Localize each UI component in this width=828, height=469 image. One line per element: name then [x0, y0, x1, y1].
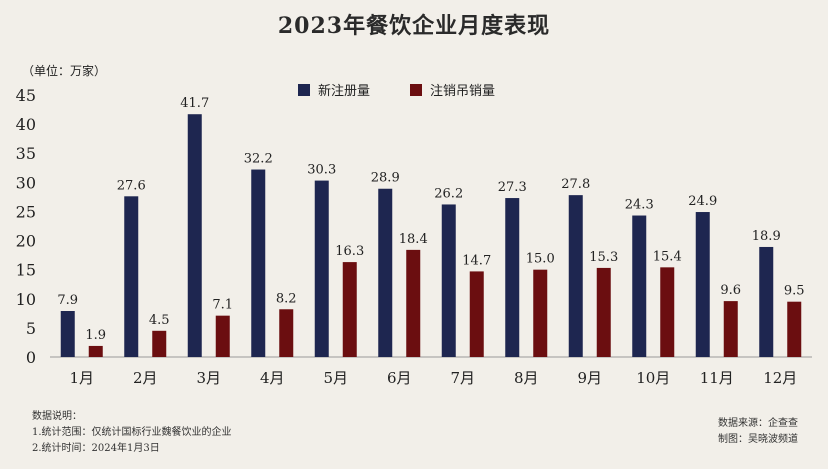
data-label-cancel-10: 15.4	[653, 249, 682, 264]
y-tick-label-4: 20	[16, 232, 36, 251]
data-label-cancel-8: 15.0	[526, 252, 555, 267]
bar-new-5	[314, 180, 329, 357]
data-label-cancel-11: 9.6	[720, 283, 741, 298]
bar-new-7	[441, 204, 456, 357]
data-label-new-12: 18.9	[752, 229, 781, 244]
x-tick-label-8: 8月	[514, 369, 539, 387]
data-label-cancel-5: 16.3	[335, 244, 364, 259]
bar-cancel-9	[596, 267, 611, 357]
data-label-new-6: 28.9	[371, 171, 400, 186]
bar-cancel-12	[787, 301, 802, 357]
x-tick-label-3: 3月	[196, 369, 221, 387]
bar-new-2	[124, 196, 139, 357]
y-tick-label-8: 40	[16, 115, 36, 134]
data-label-cancel-1: 1.9	[85, 328, 106, 343]
legend: 新注册量 注销吊销量	[298, 80, 495, 99]
bar-new-12	[759, 246, 774, 357]
unit-label: （单位：万家）	[22, 64, 107, 78]
bar-cancel-3	[215, 315, 230, 357]
notes-line-1: 1.统计范围：仅统计国标行业魏餐饮业的企业	[32, 427, 232, 438]
bar-new-10	[632, 215, 647, 357]
made-by: 制图：吴晓波频道	[718, 434, 798, 445]
bar-cancel-7	[469, 271, 484, 357]
data-label-new-9: 27.8	[561, 177, 590, 192]
data-label-cancel-12: 9.5	[784, 284, 805, 299]
bar-new-9	[568, 195, 583, 357]
data-label-cancel-4: 8.2	[276, 291, 297, 306]
x-tick-label-5: 5月	[323, 369, 348, 387]
legend-label-cancel: 注销吊销量	[430, 84, 496, 99]
legend-item-new: 新注册量	[298, 80, 370, 99]
legend-swatch-cancel	[410, 83, 423, 96]
x-tick-label-9: 9月	[577, 369, 602, 387]
data-label-cancel-3: 7.1	[212, 298, 233, 313]
legend-label-new: 新注册量	[318, 84, 371, 99]
y-tick-label-0: 0	[26, 348, 36, 367]
data-label-cancel-7: 14.7	[462, 253, 491, 268]
data-label-cancel-9: 15.3	[589, 250, 618, 265]
bar-new-11	[695, 212, 710, 357]
bar-new-8	[505, 198, 520, 357]
x-tick-label-1: 1月	[69, 369, 94, 387]
bar-cancel-11	[723, 301, 738, 357]
bar-new-1	[60, 311, 75, 357]
x-tick-label-2: 2月	[133, 369, 158, 387]
data-label-new-10: 24.3	[625, 198, 654, 213]
bar-cancel-2	[152, 330, 167, 357]
bar-cancel-6	[406, 249, 421, 357]
data-label-new-3: 41.7	[180, 96, 209, 111]
y-tick-label-5: 25	[16, 202, 36, 221]
data-label-new-11: 24.9	[688, 194, 717, 209]
bar-cancel-1	[88, 345, 103, 357]
bar-cancel-5	[342, 262, 357, 357]
bar-new-3	[187, 114, 202, 357]
y-tick-label-9: 45	[16, 86, 36, 105]
bar-cancel-10	[660, 267, 675, 357]
data-notes: 数据说明： 1.统计范围：仅统计国标行业魏餐饮业的企业 2.统计时间：2024年…	[32, 409, 232, 457]
data-label-new-1: 7.9	[57, 293, 78, 308]
bar-cancel-8	[533, 269, 548, 357]
x-tick-label-4: 4月	[260, 369, 285, 387]
bar-new-4	[251, 169, 266, 357]
bar-cancel-4	[279, 309, 294, 357]
legend-item-cancel: 注销吊销量	[410, 80, 495, 99]
data-label-new-2: 27.6	[117, 178, 146, 193]
data-label-new-7: 26.2	[434, 186, 463, 201]
bar-new-6	[378, 188, 393, 357]
x-tick-label-11: 11月	[700, 369, 734, 387]
chart-title: 2023年餐饮企业月度表现	[277, 13, 551, 39]
notes-line-2: 2.统计时间：2024年1月3日	[32, 443, 160, 454]
x-tick-label-12: 12月	[763, 369, 797, 387]
data-label-cancel-6: 18.4	[399, 232, 428, 247]
y-tick-label-6: 30	[16, 173, 36, 192]
source-info: 数据来源：企查查 制图：吴晓波频道	[718, 416, 798, 448]
y-tick-label-1: 5	[26, 319, 36, 338]
data-source: 数据来源：企查查	[718, 418, 798, 429]
x-tick-label-10: 10月	[636, 369, 670, 387]
data-label-cancel-2: 4.5	[149, 313, 170, 328]
data-label-new-4: 32.2	[244, 152, 273, 167]
y-tick-label-2: 10	[16, 290, 36, 309]
y-tick-label-7: 35	[16, 144, 36, 163]
y-tick-label-3: 15	[16, 261, 36, 280]
x-tick-label-7: 7月	[450, 369, 475, 387]
x-tick-label-6: 6月	[387, 369, 412, 387]
data-label-new-5: 30.3	[307, 163, 336, 178]
data-label-new-8: 27.3	[498, 180, 527, 195]
legend-swatch-new	[298, 83, 310, 96]
notes-heading: 数据说明：	[32, 411, 82, 422]
